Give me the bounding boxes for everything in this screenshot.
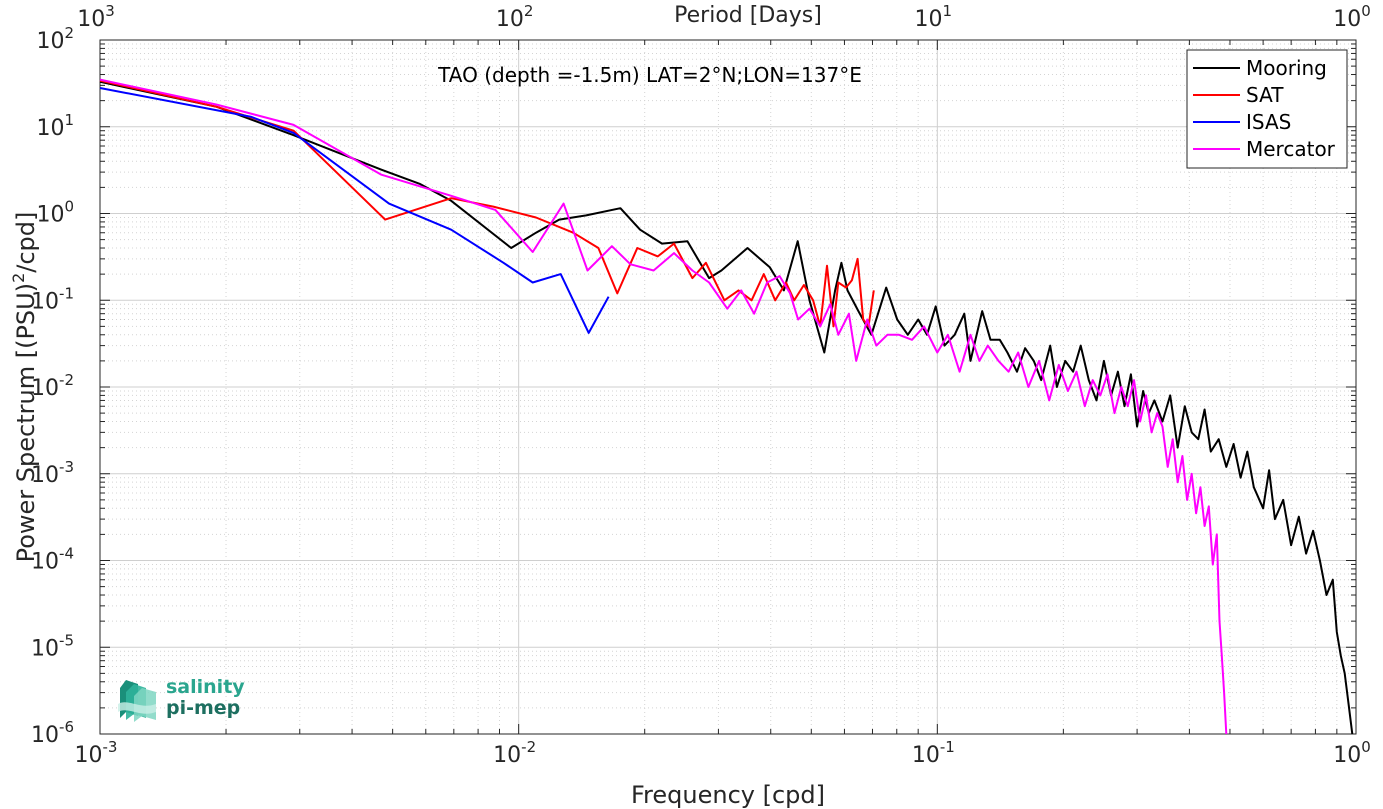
tick-exponent: 1 — [64, 111, 74, 129]
legend-label-isas: ISAS — [1246, 110, 1291, 134]
y-tick-label: 10-5 — [31, 631, 74, 661]
y-axis-label-sup: 2 — [9, 273, 28, 283]
top-tick-label: 102 — [496, 2, 534, 32]
top-tick-label: 103 — [77, 2, 115, 32]
tick-exponent: 0 — [64, 198, 74, 216]
y-axis-label-main: Power Spectrum [(PSU) — [12, 283, 40, 562]
tick-base: 10 — [31, 376, 59, 401]
tick-exponent: 3 — [105, 2, 115, 20]
x-axis-label: Frequency [cpd] — [631, 781, 825, 809]
y-tick-label: 10-1 — [31, 284, 74, 314]
y-tick-label: 10-4 — [31, 545, 74, 575]
tick-exponent: -2 — [59, 371, 74, 389]
tick-base: 10 — [493, 743, 521, 768]
legend: Mooring SAT ISAS Mercator — [1186, 49, 1348, 169]
tick-base: 10 — [496, 7, 524, 32]
top-axis-label: Period [Days] — [674, 3, 822, 28]
tick-base: 10 — [36, 116, 64, 141]
series-line-mooring — [99, 80, 1354, 735]
x-tick-label: 100 — [1333, 738, 1371, 768]
tick-exponent: -3 — [59, 458, 74, 476]
y-tick-label: 10-6 — [31, 718, 74, 748]
x-tick-labels: 10-3 10-2 10-1 100 — [75, 738, 1371, 768]
y-axis-label: Power Spectrum [(PSU)2/cpd] — [9, 212, 40, 563]
tick-exponent: 1 — [943, 2, 953, 20]
tick-base: 10 — [36, 29, 64, 54]
y-axis-label-tail: /cpd] — [12, 212, 40, 273]
tick-exponent: -1 — [59, 284, 74, 302]
tick-exponent: -3 — [103, 738, 118, 756]
tick-exponent: 2 — [64, 24, 74, 42]
tick-exponent: 0 — [1361, 2, 1371, 20]
tick-base: 10 — [75, 743, 103, 768]
y-tick-label: 100 — [36, 198, 74, 228]
minor-grid — [100, 40, 1356, 734]
tick-base: 10 — [1333, 7, 1361, 32]
y-tick-label: 10-3 — [31, 458, 74, 488]
series-layer — [99, 78, 1354, 735]
tick-base: 10 — [31, 463, 59, 488]
tick-base: 10 — [912, 743, 940, 768]
legend-label-mercator: Mercator — [1246, 137, 1336, 161]
tick-base: 10 — [77, 7, 105, 32]
tick-exponent: -5 — [59, 631, 74, 649]
tick-exponent: -6 — [59, 718, 74, 736]
tick-base: 10 — [31, 289, 59, 314]
x-tick-label: 10-3 — [75, 738, 118, 768]
logo-line2: pi-mep — [166, 697, 240, 719]
legend-label-mooring: Mooring — [1246, 56, 1327, 80]
tick-exponent: -1 — [940, 738, 955, 756]
tick-base: 10 — [915, 7, 943, 32]
y-tick-label: 102 — [36, 24, 74, 54]
tick-base: 10 — [31, 550, 59, 575]
salinity-pi-mep-logo: salinity pi-mep — [118, 676, 245, 722]
series-line-isas — [99, 87, 610, 334]
top-tick-labels: 103 102 101 100 — [77, 2, 1371, 32]
y-tick-label: 10-2 — [31, 371, 74, 401]
tick-exponent: -2 — [521, 738, 536, 756]
tick-exponent: 2 — [524, 2, 534, 20]
tick-marks — [99, 39, 1357, 735]
tick-base: 10 — [31, 723, 59, 748]
y-tick-label: 101 — [36, 111, 74, 141]
legend-label-sat: SAT — [1246, 83, 1284, 107]
top-tick-label: 101 — [915, 2, 953, 32]
station-annotation: TAO (depth =-1.5m) LAT=2°N;LON=137°E — [437, 63, 862, 87]
tick-exponent: 0 — [1361, 738, 1371, 756]
tick-base: 10 — [1333, 743, 1361, 768]
x-tick-label: 10-2 — [493, 738, 536, 768]
series-line-mercator — [99, 78, 1228, 735]
top-tick-label: 100 — [1333, 2, 1371, 32]
tick-base: 10 — [31, 636, 59, 661]
tick-base: 10 — [36, 203, 64, 228]
tick-exponent: -4 — [59, 545, 74, 563]
x-tick-label: 10-1 — [912, 738, 955, 768]
logo-line1: salinity — [166, 676, 245, 698]
logo-mark-icon — [118, 680, 156, 722]
